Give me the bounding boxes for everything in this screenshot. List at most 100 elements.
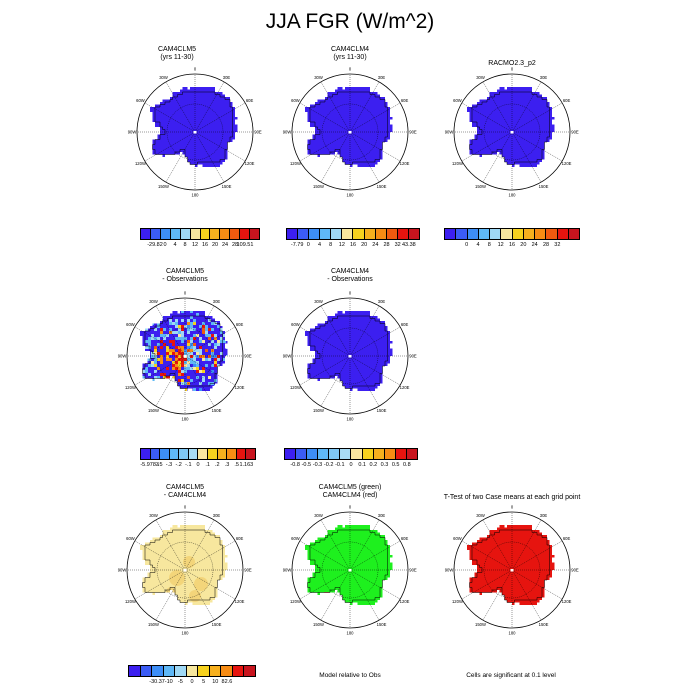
lon-label: 150W <box>475 184 486 189</box>
grid-cell <box>175 358 178 361</box>
colorbar-swatch <box>161 229 171 239</box>
colorbar-swatch <box>546 229 557 239</box>
grid-cell <box>211 355 214 358</box>
colorbar-label: .5 <box>234 462 239 468</box>
map-layer: 0 30E 60E 90E 120E 150E 180 150W 120W 90W 60W 30W <box>445 67 579 198</box>
colorbar-swatch <box>296 449 307 459</box>
grid-cell <box>196 370 199 373</box>
grid-cell <box>151 355 154 358</box>
grid-cell <box>145 370 148 373</box>
lon-label: 120E <box>562 161 572 166</box>
grid-cell <box>193 334 196 337</box>
colorbar-swatch <box>376 229 387 239</box>
grid-cell <box>187 367 190 370</box>
grid-cell <box>178 373 181 376</box>
grid-cell <box>181 346 184 349</box>
lon-label: 150E <box>539 184 549 189</box>
lon-label: 180 <box>347 417 355 422</box>
map-layer: 0 30E 60E 90E 120E 150E 180 150W 120W 90W 60W 30W <box>128 67 262 198</box>
grid-cell <box>187 376 190 379</box>
colorbar-label: 32 <box>554 242 560 248</box>
colorbar-3: 0 4 8 12 16 20 24 28 32 <box>444 228 580 240</box>
lon-label: 0 <box>184 291 187 296</box>
colorbar-swatch <box>175 666 187 676</box>
grid-cell <box>175 331 178 334</box>
grid-cell <box>175 319 178 322</box>
colorbar-2: -7.79 0 4 8 12 16 20 24 28 32 43.38 <box>286 228 420 240</box>
grid-cell <box>184 361 187 364</box>
grid-cell <box>190 325 193 328</box>
colorbar-swatch <box>218 449 228 459</box>
lon-label: 30E <box>378 299 386 304</box>
grid-cell <box>178 370 181 373</box>
map-layer: 0 30E 60E 90E 120E 150E 180 150W 120W 90W 60W 30W <box>283 505 417 636</box>
lon-label: 120E <box>400 385 410 390</box>
grid-cell <box>166 349 169 352</box>
grid-cell <box>175 325 178 328</box>
grid-cell <box>175 355 178 358</box>
colorbar-label: 0 <box>190 679 193 685</box>
grid-cell <box>214 346 217 349</box>
grid-cell <box>187 319 190 322</box>
grid-cell <box>181 349 184 352</box>
grid-cell <box>157 337 160 340</box>
grid-cell <box>217 340 220 343</box>
grid-cell <box>217 355 220 358</box>
grid-cell <box>214 334 217 337</box>
grid-cell <box>169 322 172 325</box>
colorbar-label: -5 <box>178 679 183 685</box>
grid-cell <box>169 340 172 343</box>
lon-label: 90W <box>445 568 454 573</box>
grid-cell <box>181 331 184 334</box>
lon-label: 120W <box>290 385 301 390</box>
lon-label: 60E <box>236 536 244 541</box>
colorbar-swatch <box>170 449 180 459</box>
lon-label: 120W <box>125 385 136 390</box>
grid-cell <box>148 337 151 340</box>
grid-cell <box>190 316 193 319</box>
colorbar-label: 0 <box>349 462 352 468</box>
grid-cell <box>181 319 184 322</box>
colorbar-swatch <box>342 229 353 239</box>
lon-label: 60W <box>126 536 135 541</box>
colorbar-swatch <box>363 449 374 459</box>
colorbar-label: 28 <box>383 242 389 248</box>
colorbar-swatch <box>445 229 456 239</box>
grid-cell <box>211 364 214 367</box>
colorbar-label: 0.1 <box>358 462 366 468</box>
grid-cell <box>199 355 202 358</box>
lon-label: 90E <box>244 354 252 359</box>
colorbar-swatch <box>220 229 230 239</box>
grid-cell <box>181 340 184 343</box>
grid-cell <box>160 334 163 337</box>
colorbar-swatch <box>468 229 479 239</box>
grid-cell <box>178 379 181 382</box>
colorbar-label: -.5 <box>156 462 162 468</box>
lon-label: 90E <box>409 130 417 135</box>
grid-cell <box>193 346 196 349</box>
grid-cell <box>205 328 208 331</box>
colorbar-label: -29.82 <box>147 242 163 248</box>
colorbar-label: 16 <box>350 242 356 248</box>
grid-cell <box>193 343 196 346</box>
lon-label: 30E <box>540 75 548 80</box>
grid-cell <box>160 328 163 331</box>
lon-label: 90E <box>571 130 579 135</box>
lon-label: 30W <box>314 75 323 80</box>
grid-cell <box>148 373 151 376</box>
grid-cell <box>148 343 151 346</box>
lon-label: 0 <box>349 67 352 72</box>
grid-cell <box>187 343 190 346</box>
lon-label: 60W <box>136 98 145 103</box>
colorbar-swatch <box>151 449 161 459</box>
colorbar-label: 24 <box>532 242 538 248</box>
grid-cell <box>214 361 217 364</box>
colorbar-label: 4 <box>318 242 321 248</box>
grid-cell <box>151 337 154 340</box>
colorbar-boxes <box>444 228 580 240</box>
grid-cell <box>196 364 199 367</box>
lon-label: 90W <box>283 130 292 135</box>
lon-label: 30W <box>476 513 485 518</box>
pole-marker <box>349 569 352 572</box>
colorbar-label: 10 <box>212 679 218 685</box>
